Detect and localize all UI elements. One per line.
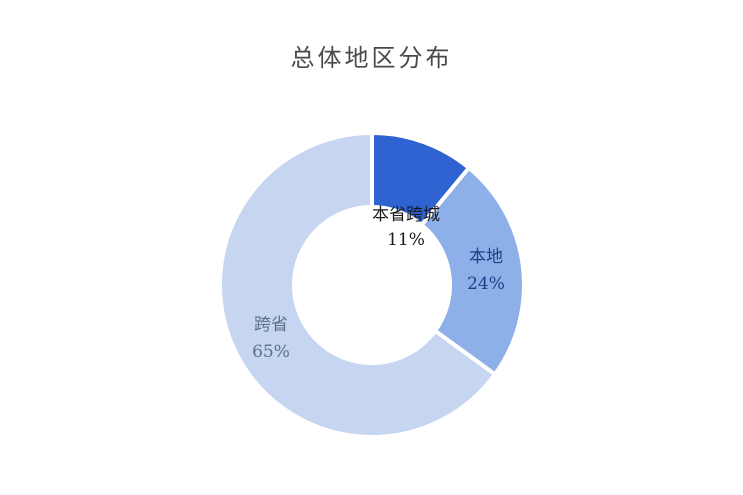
slice-percent-label: 11% [387,230,425,250]
slice-percent-label: 65% [252,342,290,362]
donut-slice-2 [418,165,526,378]
chart-title: 总体地区分布 [290,44,453,72]
slice-category-label: 本省跨城 [372,205,440,225]
slice-percent-label: 24% [467,274,505,294]
donut-slice-3 [218,130,498,439]
slice-category-label: 本地 [469,247,503,267]
slice-category-label: 跨省 [254,315,288,335]
